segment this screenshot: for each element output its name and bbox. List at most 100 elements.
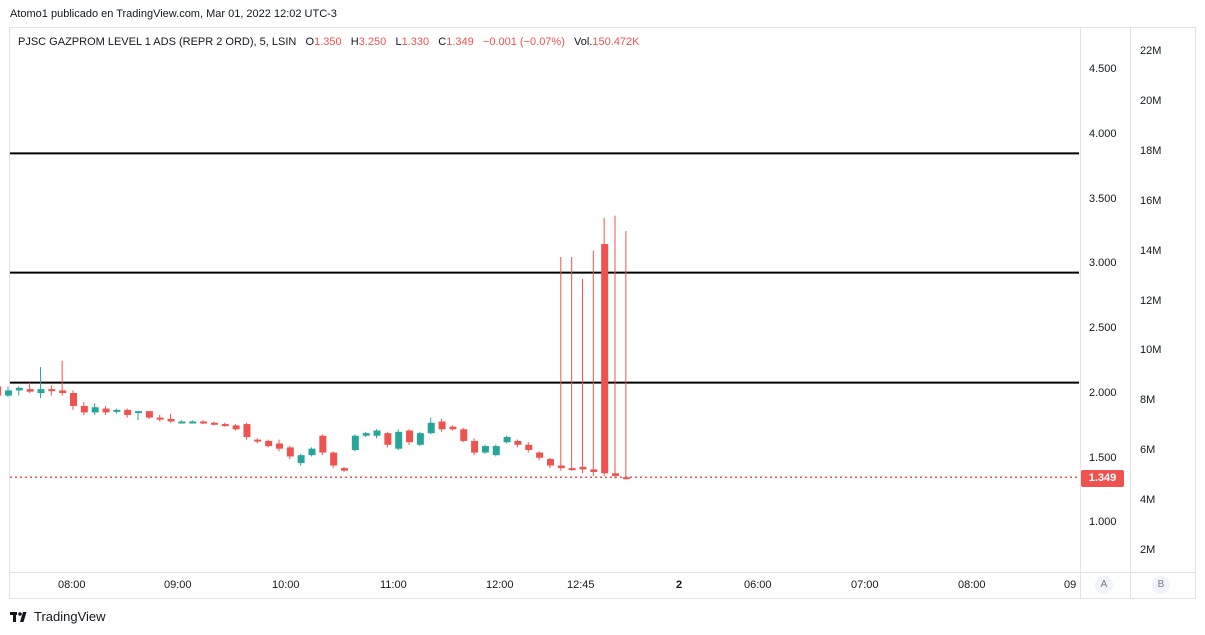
candle-body [221,424,229,427]
legend-low-label: L [395,36,402,48]
candle-body [308,448,316,456]
candle-body [102,408,110,413]
candle-body [460,429,468,441]
tradingview-logo-icon [10,611,27,622]
volume-tick-label: 20M [1140,94,1162,107]
candle-body [59,390,67,393]
candle-body [406,430,414,443]
volume-tick-label: 10M [1140,344,1162,357]
footer-brand-label: TradingView [34,609,106,624]
price-tick-label: 4.500 [1089,63,1117,75]
candle-body [373,430,381,436]
candle-body [124,409,132,416]
legend-open: 1.350 [314,36,342,48]
legend-high-label: H [350,36,359,48]
candle-body [275,443,283,449]
candle-body [15,387,23,391]
time-tick-label: 11:00 [380,579,407,591]
volume-tick-label: 6M [1140,444,1156,457]
candle-body [449,426,457,430]
time-tick-label: 12:00 [486,579,514,591]
time-tick-label: 07:00 [851,579,879,591]
candle-body [319,435,327,453]
candle-body [156,417,164,420]
price-tick-label: 1.500 [1089,451,1117,464]
chart-frame [9,27,1196,599]
legend-vol: 150.472K [592,36,640,48]
candle-body [351,435,359,450]
candle-body [4,390,12,396]
time-tick-label: 09:00 [164,579,192,591]
candle-body [395,431,403,449]
time-tick-label: 10:00 [272,579,300,591]
candle-body [135,411,143,414]
legend-open-label: O [305,36,315,48]
volume-tick-label: 16M [1140,194,1162,207]
candle-body [384,433,392,445]
candle-body [341,468,348,471]
auto-scale-button[interactable]: A [1095,576,1113,594]
legend-symbol: PJSC GAZPROM LEVEL 1 ADS (REPR 2 ORD), 5… [18,36,297,48]
candle-body [70,393,77,406]
candle-body [189,421,197,424]
symbol-legend: PJSC GAZPROM LEVEL 1 ADS (REPR 2 ORD), 5… [18,36,640,48]
time-tick-label: 2 [676,579,683,591]
last-price-tag: 1.349 [1081,470,1124,487]
candle-body [286,447,294,457]
candle-body [536,452,544,458]
volume-tick-label: 14M [1140,244,1162,257]
candle-body [200,421,208,424]
candle-body [579,466,587,470]
volume-tick-label: 4M [1140,494,1156,507]
candle-body [568,468,576,471]
legend-vol-label: Vol. [574,36,593,48]
b-button[interactable]: B [1152,576,1170,594]
price-tick-label: 4.000 [1089,127,1117,140]
volume-tick-label: 2M [1140,544,1156,556]
time-tick-label: 08:00 [58,579,86,591]
candle-body [0,386,2,396]
volume-tick-label: 18M [1140,144,1162,157]
candle-body [546,459,554,466]
candle-body [80,405,88,413]
candle-body [145,411,153,418]
candle-body [243,424,251,438]
time-tick-label: 08:00 [958,579,986,591]
volume-tick-label: 22M [1140,45,1162,57]
candle-body [612,473,619,476]
legend-close: 1.349 [446,36,474,48]
candle-body [362,433,370,436]
volume-tick-label: 12M [1140,294,1162,307]
price-tick-label: 3.500 [1089,192,1117,205]
candle-body [590,469,598,472]
candle-body [416,433,424,445]
candle-body [254,439,262,442]
price-tick-label: 3.000 [1089,257,1117,270]
candle-body [265,440,273,447]
volume-tick-label: 8M [1140,394,1156,407]
candle-body [471,440,479,453]
candle-body [601,244,609,474]
candle-body [113,409,121,412]
time-axis-divider [10,572,1195,573]
footer-brand[interactable]: TradingView [10,609,106,624]
candle-body [481,446,489,453]
price-tick-label: 1.000 [1089,516,1117,529]
candle-body [232,425,240,430]
legend-close-label: C [438,36,447,48]
candle-body [514,440,522,445]
legend-change: −0.001 (−0.07%) [482,36,565,48]
time-tick-label: 09 [1064,579,1077,591]
candle-body [37,389,45,393]
candle-body [622,477,630,480]
candle-body [525,444,533,450]
candle-body [91,407,99,413]
candle-body [210,422,218,425]
price-axis-divider [1080,28,1081,598]
candle-body [427,422,435,434]
legend-low: 1.330 [401,36,430,48]
candle-body [330,452,338,466]
time-tick-label: 12:45 [567,579,595,591]
price-tick-label: 2.000 [1089,386,1117,399]
